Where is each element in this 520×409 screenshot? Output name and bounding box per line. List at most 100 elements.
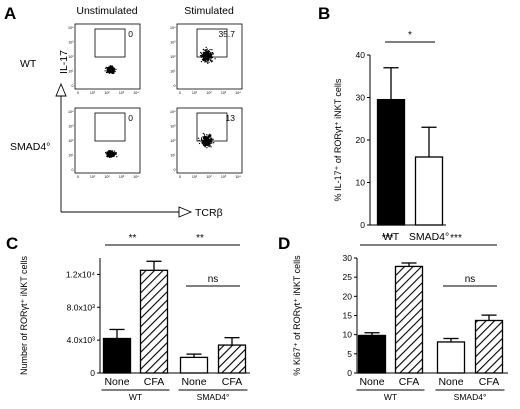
panel-c-letter: C	[6, 234, 18, 253]
category-label: CFA	[399, 376, 419, 388]
category-label: None	[438, 376, 463, 388]
flow-events	[197, 132, 215, 149]
flow-gate	[94, 28, 126, 58]
category-label: None	[359, 376, 384, 388]
gate-percentage: 0	[128, 29, 133, 39]
flow-plot-frame	[74, 107, 141, 174]
flow-x-tick-label: 10¹	[192, 91, 198, 95]
flow-gate	[94, 112, 126, 142]
y-tick-label: 20	[343, 291, 353, 301]
x-axis-arrowhead	[178, 206, 193, 218]
row-label-smad4: SMAD4°	[10, 141, 50, 153]
panel-d-letter: D	[278, 234, 290, 253]
y-tick-label: 0	[347, 368, 352, 378]
category-label: CFA	[222, 376, 242, 388]
bar-none-2	[436, 341, 466, 374]
flow-y-tick-label: 10³	[68, 125, 74, 129]
y-tick-label: 15	[343, 311, 353, 321]
y-tick-label: 5	[347, 349, 352, 359]
bar-cfa-3	[217, 344, 247, 374]
y-tick-label: 25	[343, 272, 353, 282]
flow-x-tick-label: 0	[77, 175, 79, 179]
bar-none-0	[102, 337, 132, 374]
flow-y-tick-label: 10¹	[68, 154, 74, 158]
y-axis-arrowhead	[55, 82, 67, 97]
flow-y-tick-label: 0	[72, 84, 74, 88]
flow-x-tick-label: 0	[77, 91, 79, 95]
bar-cfa-1	[139, 269, 169, 374]
y-tick-label: 20	[356, 135, 366, 145]
bar-smad4°-1	[414, 156, 444, 226]
flow-y-tick-label: 10³	[170, 125, 176, 129]
category-label: CFA	[479, 376, 499, 388]
category-label: SMAD4°	[409, 231, 449, 243]
flow-x-tick-label: 10¹	[192, 175, 198, 179]
category-label: WT	[383, 231, 400, 243]
panel-a-flow-plots: Unstimulated Stimulated WT SMAD4° IL-17 …	[10, 5, 243, 219]
flow-x-tick-label: 10³	[221, 91, 227, 95]
flow-gate	[196, 112, 228, 142]
flow-x-tick-label: 10²	[206, 175, 212, 179]
significance-label: ***	[382, 233, 394, 244]
group-label: WT	[384, 392, 397, 402]
y-tick-label: 8.0x10³	[67, 302, 96, 312]
flow-y-tick-label: 10⁴	[68, 110, 74, 114]
col-label-stimulated: Stimulated	[184, 5, 234, 17]
bar-none-0	[357, 334, 387, 374]
flow-x-tick-label: 10⁴	[133, 91, 139, 95]
flow-y-tick-label: 10⁴	[170, 110, 176, 114]
flow-events	[104, 65, 117, 75]
category-label: None	[181, 376, 206, 388]
category-label: None	[104, 376, 129, 388]
flow-events	[199, 46, 216, 65]
flow-plot-frame	[74, 23, 141, 90]
flow-x-tick-label: 10³	[119, 175, 125, 179]
bar-wt-0	[376, 98, 406, 226]
il17-axis-label: IL-17	[58, 50, 70, 74]
panel-c-chart: 0 4.0x10³ 8.0x10³ 1.2x10⁴ Number of RORγt⁺ i…	[19, 233, 250, 402]
y-tick-label: 30	[343, 253, 353, 263]
tcrb-axis-label: TCRβ	[195, 207, 223, 219]
gate-percentage: 35.7	[218, 29, 235, 39]
y-axis-label: Number of RORγt⁺ iNKT cells	[19, 255, 29, 375]
significance-label: **	[196, 233, 204, 244]
group-label: SMAD4°	[454, 392, 487, 402]
flow-y-tick-label: 0	[174, 84, 176, 88]
bar-cfa-1	[394, 265, 424, 374]
significance-label: *	[408, 30, 412, 41]
y-tick-label: 0	[360, 220, 365, 230]
flow-x-tick-label: 10⁴	[133, 175, 139, 179]
row-label-wt: WT	[20, 58, 37, 70]
y-tick-label: 1.2x10⁴	[66, 269, 96, 279]
group-label: SMAD4°	[197, 392, 230, 402]
flow-x-tick-label: 10³	[221, 175, 227, 179]
flow-y-tick-label: 10¹	[68, 70, 74, 74]
flow-x-tick-label: 10¹	[90, 175, 96, 179]
y-axis-label: % Ki67⁺ of RORγt⁺ iNKT cells	[292, 255, 302, 376]
flow-events	[104, 149, 118, 159]
flow-y-tick-label: 10²	[170, 55, 176, 59]
flow-y-tick-label: 10³	[170, 41, 176, 45]
significance-label: ***	[450, 233, 462, 244]
category-label: CFA	[144, 376, 164, 388]
flow-x-tick-label: 10²	[104, 91, 110, 95]
y-tick-label: 30	[356, 93, 366, 103]
gate-percentage: 13	[226, 113, 236, 123]
flow-x-tick-label: 10²	[104, 175, 110, 179]
gate-percentage: 0	[128, 113, 133, 123]
flow-plot-r1-c1: 00 10¹ 10¹ 10² 10² 10³ 10³ 10⁴ 10⁴ 13	[170, 107, 243, 179]
col-label-unstimulated: Unstimulated	[76, 5, 137, 17]
flow-x-tick-label: 10²	[206, 91, 212, 95]
significance-label: **	[129, 233, 137, 244]
significance-label: ns	[208, 274, 219, 285]
flow-y-tick-label: 10²	[170, 139, 176, 143]
panel-b-letter: B	[318, 4, 330, 23]
bar-none-2	[179, 356, 209, 374]
y-tick-label: 40	[356, 50, 366, 60]
group-label: WT	[129, 392, 142, 402]
flow-y-tick-label: 10¹	[170, 70, 176, 74]
panel-d-chart: 0 5 10 15 20 25 30 % Ki67⁺ of RORγt⁺ iNKT cells…	[292, 233, 508, 402]
y-tick-label: 0	[90, 368, 95, 378]
